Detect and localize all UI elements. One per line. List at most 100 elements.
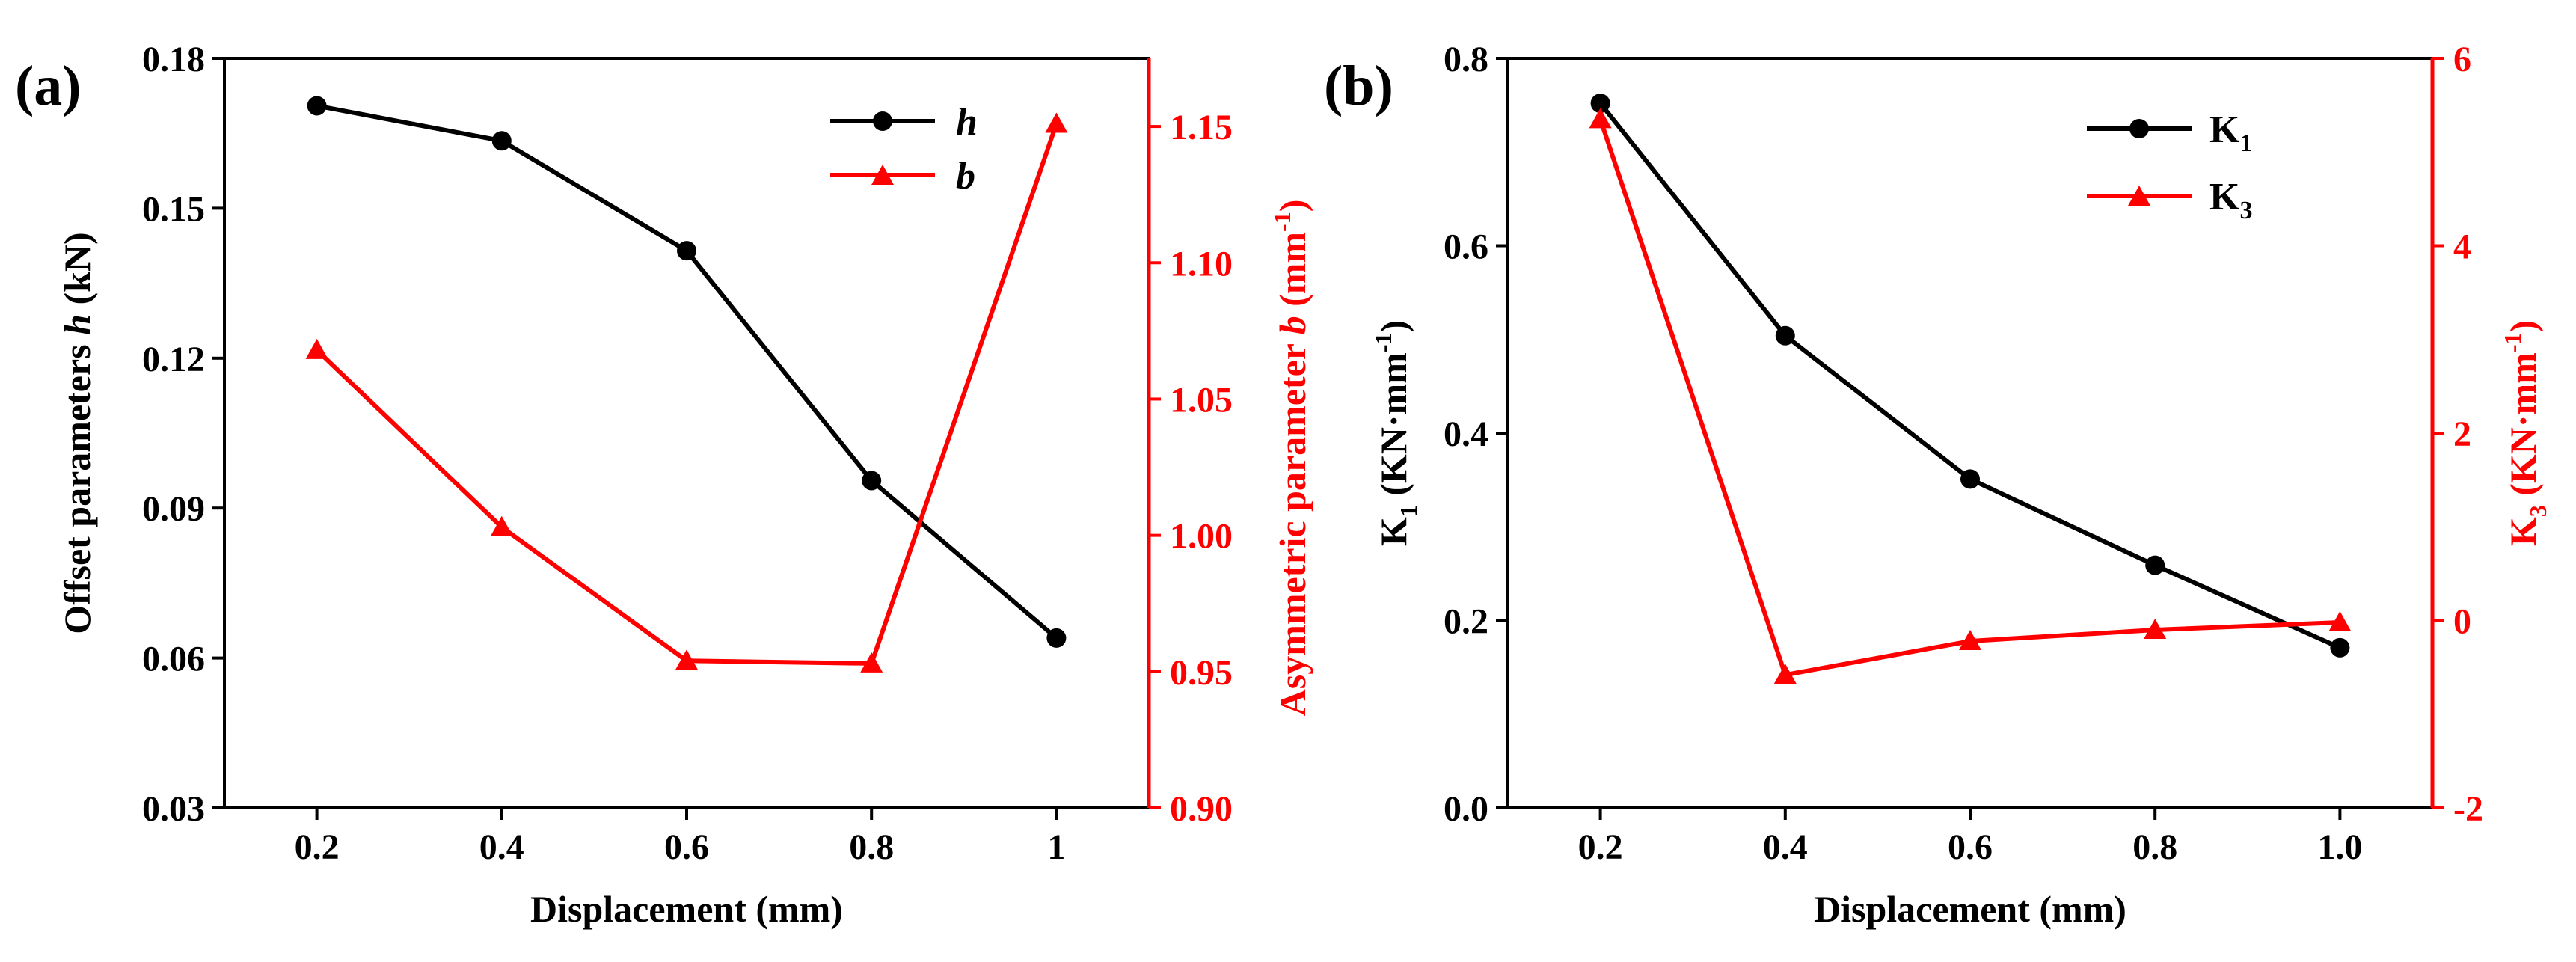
data-point-h (677, 241, 696, 261)
series-line-h (316, 103, 1058, 640)
panel-a-left-ticks: 0.03 0.06 0.09 0.12 0.15 0.18 (142, 40, 224, 829)
data-point-h (862, 471, 882, 491)
x-tick-label: 0.6 (664, 827, 709, 867)
panel-a-right-axis-title-var: b (1272, 316, 1313, 334)
panel-b-x-ticks: 0.2 0.4 0.6 0.8 1.0 (1578, 808, 2362, 867)
x-tick-label: 0.2 (1578, 827, 1623, 867)
panel-a-left-axis-title-text: Offset parameters (56, 335, 98, 634)
data-point-k1 (1960, 469, 1980, 489)
panel-a-left-axis-title-unit: (kN) (56, 232, 98, 314)
right-tick-label: 0 (2453, 602, 2471, 642)
panel-b-left-axis-title-sub: 1 (1395, 505, 1422, 517)
series-line-b (315, 123, 1059, 666)
left-tick-label: 0.0 (1444, 789, 1488, 829)
data-point-k1 (1775, 325, 1795, 346)
panel-b-right-axis-title-sub: 3 (2524, 505, 2551, 517)
right-tick-label: 0.95 (1170, 653, 1233, 693)
data-point-k3 (2144, 619, 2167, 640)
panel-a-x-ticks: 0.2 0.4 0.6 0.8 1 (295, 808, 1065, 867)
panel-b-right-axis-title: K3 (KN·mm-1) (2499, 320, 2551, 546)
legend-label-k1: K1 (2209, 108, 2252, 157)
panel-b-left-axis-title-k: K (1373, 517, 1414, 546)
left-tick-label: 0.2 (1444, 602, 1488, 642)
legend-label-h: h (956, 101, 978, 144)
data-point-h (307, 96, 327, 116)
legend-entry-h: h (830, 101, 978, 144)
panel-a-left-axis-title: Offset parameters h (kN) (56, 232, 98, 634)
panel-a-legend: h b (830, 101, 978, 197)
legend-entry-b: b (830, 155, 975, 197)
x-tick-label: 0.6 (1948, 827, 1993, 867)
x-tick-label: 0.2 (295, 827, 340, 867)
left-tick-label: 0.6 (1444, 227, 1488, 267)
data-point-h (1046, 628, 1067, 648)
left-tick-label: 0.15 (142, 189, 205, 229)
panel-b-right-axis-title-close: ) (2502, 320, 2544, 333)
data-point-k3 (1959, 630, 1981, 651)
panel-a-label: (a) (15, 55, 82, 117)
left-tick-label: 0.4 (1444, 414, 1488, 454)
right-tick-label: 1.05 (1170, 380, 1233, 420)
right-tick-label: 6 (2453, 40, 2471, 79)
data-point-k3 (2328, 611, 2352, 632)
panel-b-right-axis-title-unit: (KN·mm (2502, 352, 2544, 505)
x-tick-label: 1 (1047, 827, 1065, 867)
panel-b-right-axis-title-k: K (2502, 517, 2544, 546)
data-point-b (490, 515, 513, 536)
right-tick-label: 2 (2453, 414, 2471, 454)
x-tick-label: 0.4 (1763, 827, 1808, 867)
legend-label-b: b (956, 155, 975, 197)
legend-label-k1-sub: 1 (2239, 129, 2252, 157)
data-point-k1 (2330, 637, 2350, 658)
panel-a-series (305, 96, 1068, 673)
data-point-b (1045, 112, 1068, 133)
left-tick-label: 0.12 (142, 340, 205, 379)
legend-label-k3-k: K (2209, 176, 2240, 218)
legend-label-k3-sub: 3 (2239, 197, 2252, 224)
panel-b-plot-frame (1506, 57, 2434, 809)
legend-marker-h (873, 111, 892, 131)
panel-a-right-axis-title-exp: -1 (1269, 212, 1295, 232)
panel-b-left-axis-title-unit: (KN·mm (1373, 352, 1414, 505)
right-tick-label: 4 (2453, 227, 2471, 267)
x-tick-label: 1.0 (2317, 827, 2362, 867)
panel-a-left-axis-title-var: h (56, 314, 98, 335)
panel-a-right-axis-title: Asymmetric parameter b (mm-1) (1269, 200, 1313, 717)
x-tick-label: 0.4 (479, 827, 524, 867)
panel-a: (a) 0.2 0.4 0.6 0.8 1 0.03 0.06 0.09 0.12 0.15 0.… (15, 40, 1313, 930)
right-tick-label: 1.10 (1170, 244, 1233, 284)
panel-b-right-axis-title-exp: -1 (2499, 332, 2526, 352)
data-point-k3 (1589, 108, 1612, 129)
data-point-k3 (1773, 664, 1797, 684)
legend-label-k1-k: K (2209, 108, 2240, 151)
x-tick-label: 0.8 (2132, 827, 2177, 867)
legend-marker-k3 (2128, 186, 2150, 206)
data-point-b (860, 652, 883, 673)
right-tick-label: 1.15 (1170, 108, 1233, 147)
left-tick-label: 0.09 (142, 489, 205, 529)
legend-label-k3: K3 (2209, 176, 2252, 224)
x-tick-label: 0.8 (849, 827, 894, 867)
data-point-b (675, 649, 698, 670)
left-tick-label: 0.06 (142, 640, 205, 679)
right-tick-label: -2 (2453, 789, 2483, 829)
panel-a-right-axis-title-unit: (mm (1272, 232, 1313, 316)
legend-marker-k1 (2129, 119, 2149, 138)
left-tick-label: 0.03 (142, 789, 205, 829)
panel-a-x-axis-title: Displacement (mm) (530, 888, 843, 930)
panel-a-plot-frame (223, 57, 1150, 809)
legend-entry-k3: K3 (2087, 176, 2252, 224)
panel-b-right-ticks: -2 0 2 4 6 (2432, 40, 2483, 829)
panel-b-label: (b) (1324, 55, 1393, 117)
panel-b-x-axis-title: Displacement (mm) (1814, 888, 2126, 930)
panel-b: (b) 0.2 0.4 0.6 0.8 1.0 0.0 0.2 0.4 0.6 0.8 -2 0 2… (1324, 40, 2551, 930)
panel-a-right-axis-title-text: Asymmetric parameter (1272, 334, 1313, 716)
left-tick-label: 0.8 (1444, 40, 1488, 79)
data-point-h (491, 131, 512, 151)
panel-b-left-ticks: 0.0 0.2 0.4 0.6 0.8 (1444, 40, 1508, 829)
panel-b-left-axis-title: K1 (KN·mm-1) (1370, 320, 1422, 546)
panel-b-series (1589, 94, 2352, 684)
legend-entry-k1: K1 (2087, 108, 2252, 157)
panel-a-right-ticks: 0.90 0.95 1.00 1.05 1.10 1.15 (1149, 108, 1233, 829)
